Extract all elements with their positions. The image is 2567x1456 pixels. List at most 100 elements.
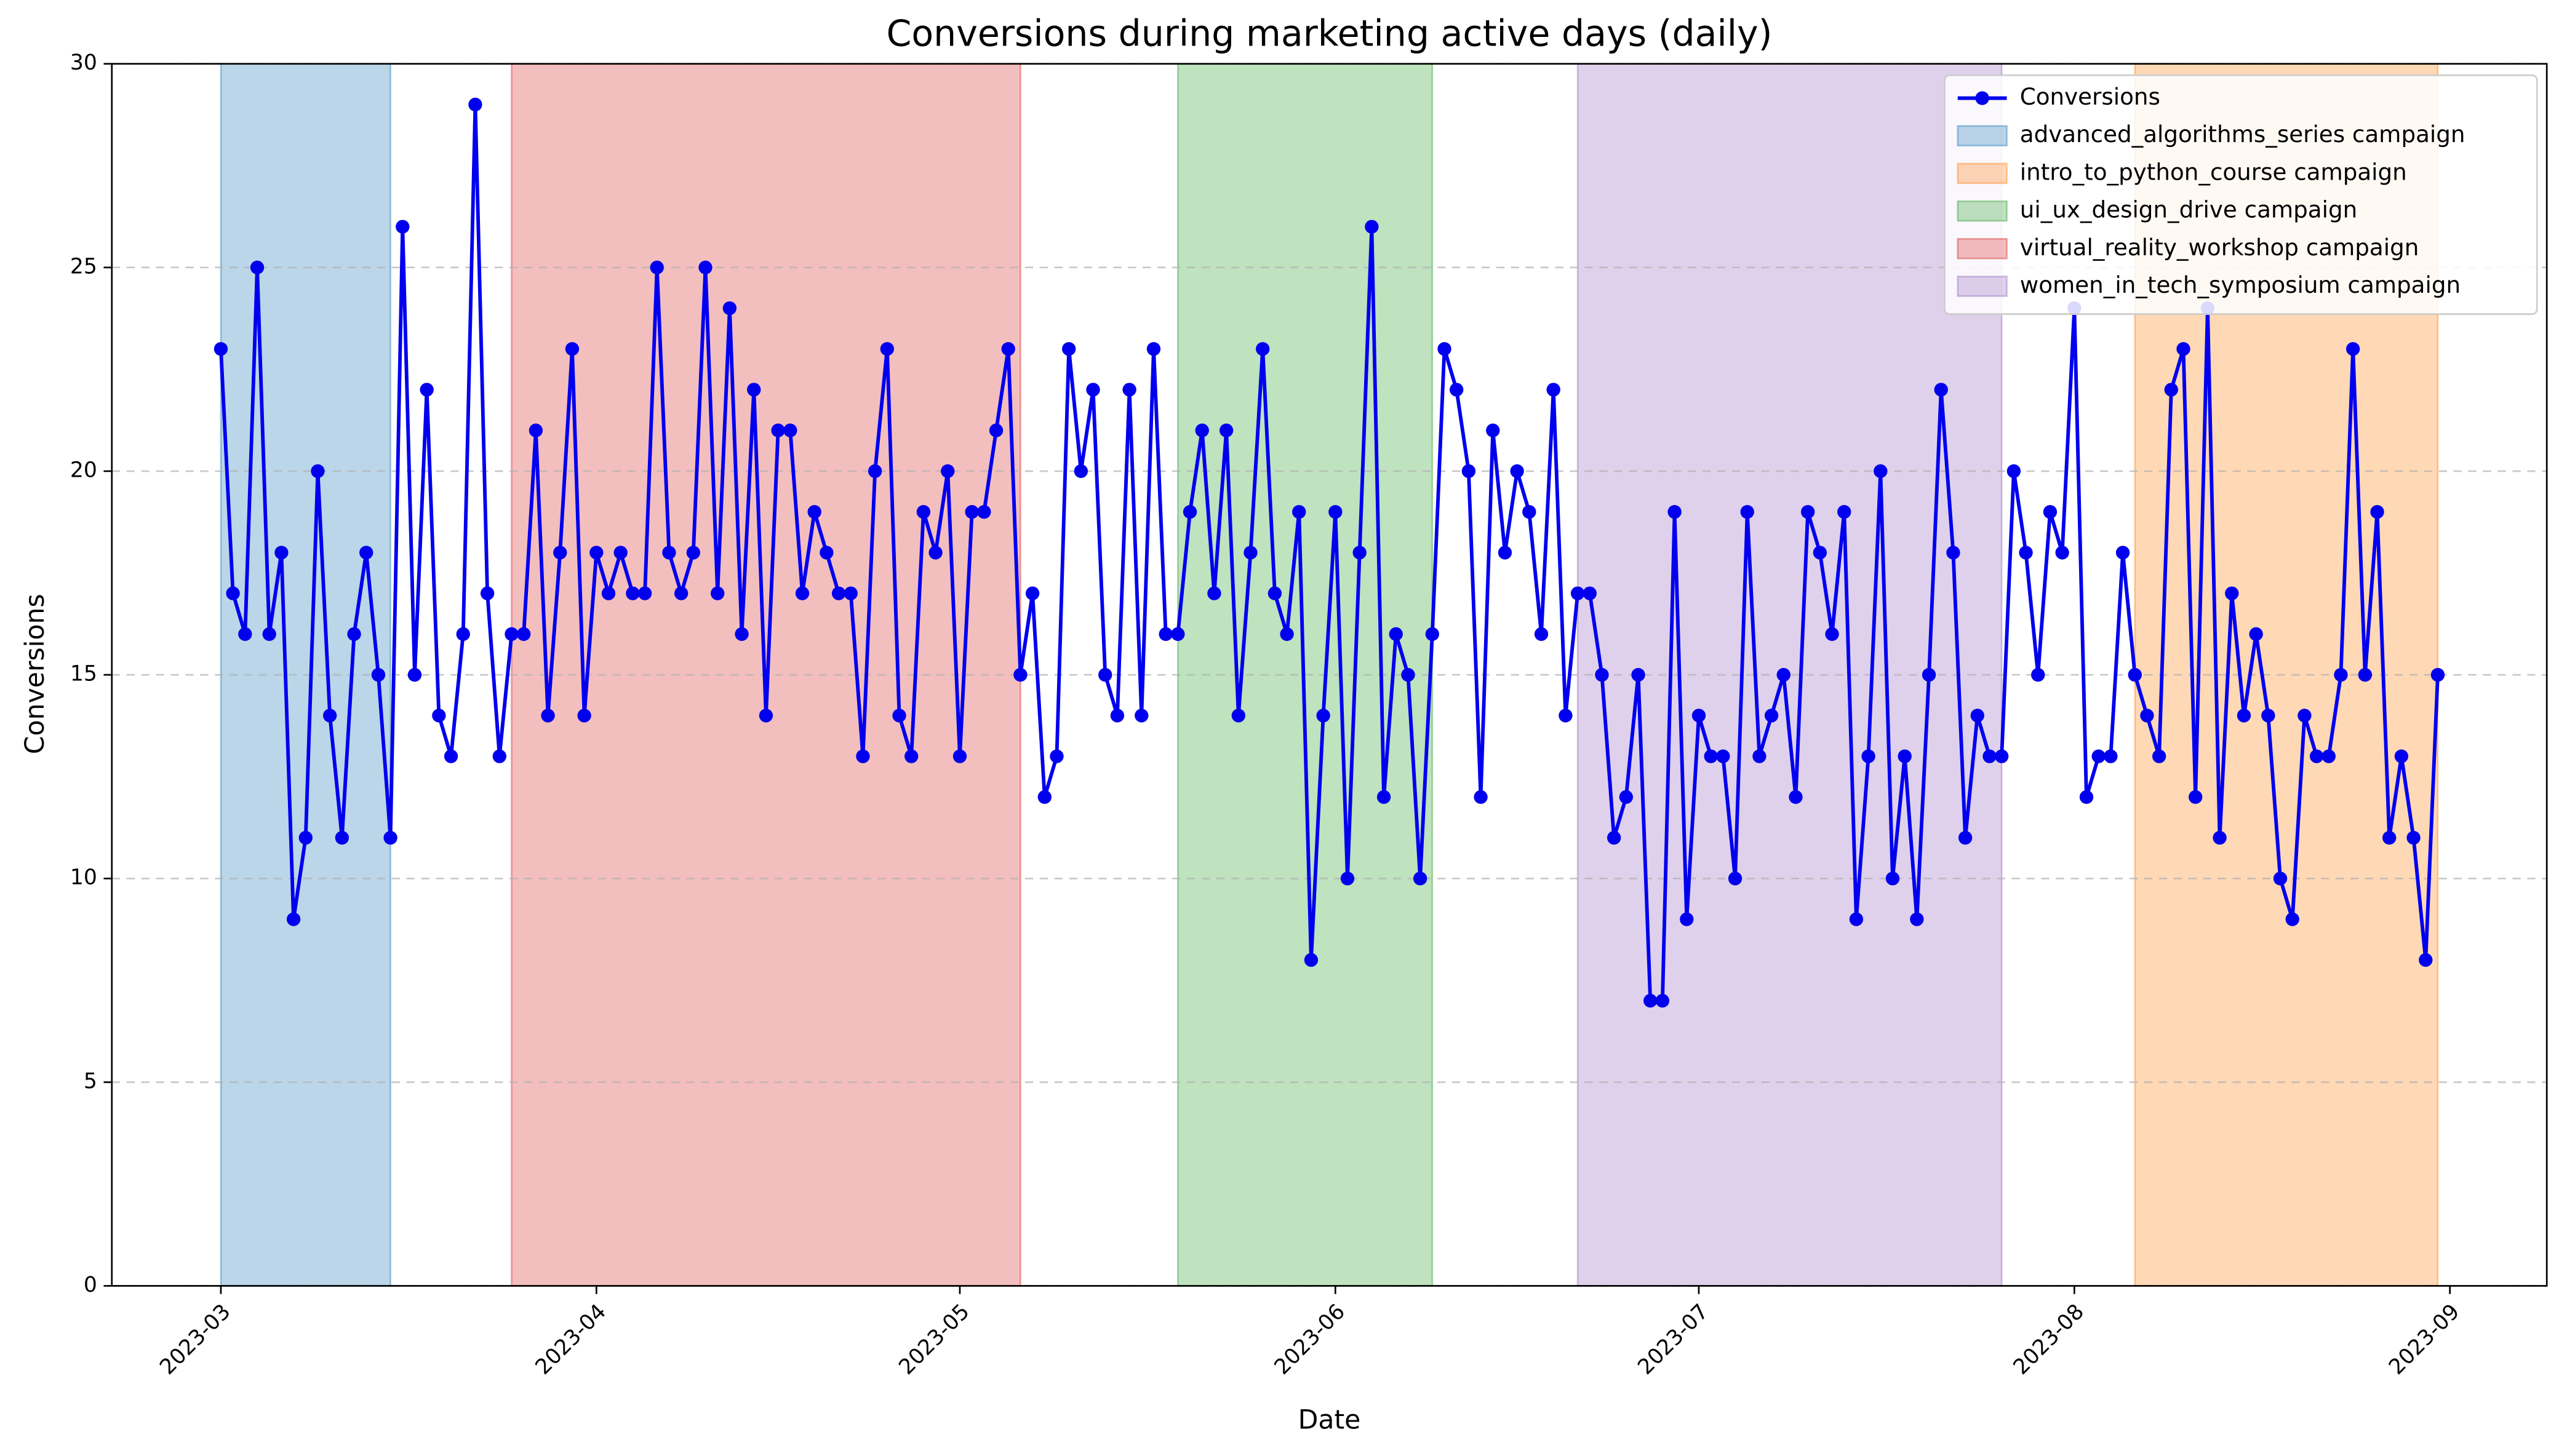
data-point	[735, 627, 749, 642]
data-point	[1352, 546, 1367, 560]
data-point	[1474, 790, 1488, 804]
data-point	[1413, 872, 1427, 886]
data-point	[1740, 505, 1754, 519]
data-point	[1958, 830, 1973, 845]
data-point	[1922, 667, 1936, 682]
data-point	[1546, 383, 1560, 397]
data-point	[1013, 667, 1028, 682]
data-point	[456, 627, 470, 642]
data-point	[1461, 464, 1476, 479]
data-point	[1280, 627, 1294, 642]
plot-frame	[111, 63, 2548, 1287]
data-point	[407, 667, 422, 682]
data-point	[868, 464, 882, 479]
data-point	[1316, 709, 1330, 723]
data-point	[1001, 342, 1015, 356]
data-point	[1437, 342, 1451, 356]
data-point	[2249, 627, 2263, 642]
data-point	[1268, 586, 1282, 600]
data-point	[1982, 749, 1997, 763]
data-point	[1050, 749, 1064, 763]
y-tick-label: 5	[84, 1069, 97, 1094]
data-point	[880, 342, 895, 356]
data-point	[952, 749, 967, 763]
data-point	[1146, 342, 1161, 356]
data-point	[1401, 667, 1415, 682]
data-point	[214, 342, 228, 356]
data-point	[2285, 912, 2299, 926]
data-point	[1037, 790, 1052, 804]
data-point	[1946, 546, 1960, 560]
data-point	[662, 546, 676, 560]
data-point	[2382, 830, 2397, 845]
legend-label: virtual_reality_workshop campaign	[2020, 234, 2419, 261]
data-point	[1376, 790, 1391, 804]
data-point	[1219, 423, 1234, 437]
data-point	[1328, 505, 1343, 519]
y-tick-label: 25	[70, 254, 97, 279]
data-point	[2273, 872, 2288, 886]
data-point	[1789, 790, 1803, 804]
data-point	[892, 709, 906, 723]
data-point	[1752, 749, 1767, 763]
data-point	[1389, 627, 1403, 642]
data-point	[1619, 790, 1634, 804]
data-point	[1995, 749, 2009, 763]
data-point	[505, 627, 519, 642]
data-point	[517, 627, 531, 642]
data-point	[1680, 912, 1694, 926]
data-point	[553, 546, 567, 560]
data-point	[286, 912, 301, 926]
data-point	[1498, 546, 1512, 560]
data-point	[626, 586, 640, 600]
data-point	[637, 586, 652, 600]
data-point	[1486, 423, 1500, 437]
data-point	[2189, 790, 2203, 804]
data-point	[1061, 342, 1076, 356]
data-point	[650, 260, 664, 275]
data-point	[965, 505, 979, 519]
data-point	[601, 586, 616, 600]
data-point	[1207, 586, 1221, 600]
data-point	[807, 505, 821, 519]
data-point	[2043, 505, 2058, 519]
data-point	[1534, 627, 1549, 642]
data-point	[904, 749, 919, 763]
data-point	[2091, 749, 2106, 763]
y-tick-label: 15	[70, 662, 97, 686]
data-point	[1244, 546, 1258, 560]
data-point	[928, 546, 943, 560]
data-point	[2079, 790, 2094, 804]
data-point	[1231, 709, 1245, 723]
data-point	[468, 97, 482, 112]
legend-label: ui_ux_design_drive campaign	[2020, 196, 2357, 223]
data-point	[1655, 993, 1670, 1008]
data-point	[2358, 667, 2373, 682]
data-point	[2115, 546, 2130, 560]
data-point	[1159, 627, 1173, 642]
data-point	[1970, 709, 1984, 723]
data-point	[2164, 383, 2178, 397]
data-point	[432, 709, 446, 723]
data-point	[420, 383, 434, 397]
data-point	[747, 383, 761, 397]
data-point	[1425, 627, 1439, 642]
legend-label: Conversions	[2020, 83, 2160, 110]
y-tick-label: 10	[70, 865, 97, 890]
data-point	[1776, 667, 1791, 682]
x-axis-label: Date	[1298, 1406, 1361, 1436]
data-point	[298, 830, 313, 845]
data-point	[698, 260, 713, 275]
legend-label: advanced_algorithms_series campaign	[2020, 121, 2465, 148]
data-point	[686, 546, 700, 560]
data-point	[1195, 423, 1209, 437]
data-point	[347, 627, 361, 642]
data-point	[2370, 505, 2384, 519]
data-point	[1704, 749, 1718, 763]
data-point	[2019, 546, 2033, 560]
data-point	[2419, 953, 2433, 967]
data-point	[1098, 667, 1112, 682]
data-point	[941, 464, 955, 479]
